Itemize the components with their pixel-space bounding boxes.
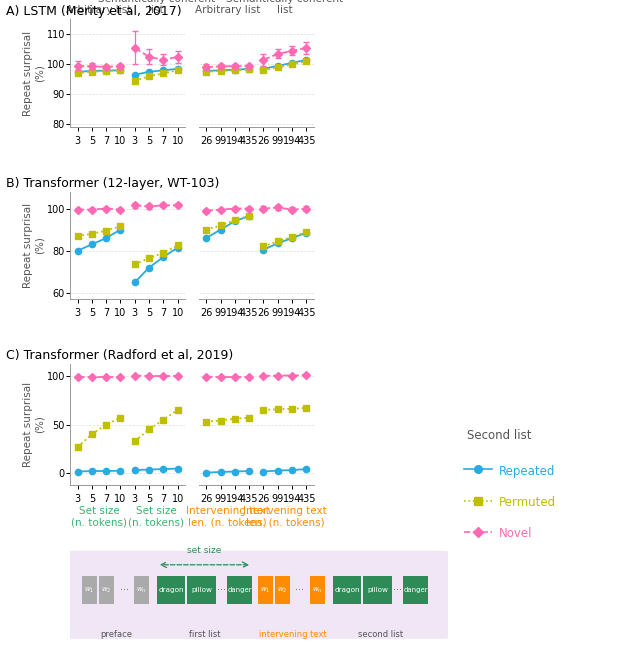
Text: $w_2$: $w_2$ (102, 586, 112, 595)
Text: Novel: Novel (499, 527, 532, 540)
Text: $w_n$: $w_n$ (312, 586, 323, 595)
FancyBboxPatch shape (63, 551, 452, 639)
FancyBboxPatch shape (258, 576, 273, 604)
Text: first list: first list (189, 630, 220, 640)
Text: dragon: dragon (334, 587, 360, 593)
Title: Arbitrary list: Arbitrary list (67, 5, 132, 16)
FancyBboxPatch shape (403, 576, 428, 604)
X-axis label: Intervening text
len. (n. tokens): Intervening text len. (n. tokens) (186, 506, 269, 527)
Text: ···: ··· (120, 585, 129, 595)
Text: Permuted: Permuted (499, 496, 556, 509)
Y-axis label: Repeat surprisal
(%): Repeat surprisal (%) (24, 382, 45, 467)
Text: set size: set size (188, 547, 221, 555)
Text: ···: ··· (296, 585, 305, 595)
FancyBboxPatch shape (333, 576, 361, 604)
FancyBboxPatch shape (227, 576, 252, 604)
Title: Semantically coherent
list: Semantically coherent list (98, 0, 215, 16)
Y-axis label: Repeat surprisal
(%): Repeat surprisal (%) (24, 203, 45, 288)
X-axis label: Set size
(n. tokens): Set size (n. tokens) (128, 506, 184, 527)
Text: intervening text: intervening text (259, 630, 326, 640)
Text: preface: preface (100, 630, 132, 640)
Text: $w_1$: $w_1$ (84, 586, 95, 595)
Text: B) Transformer (12-layer, WT-103): B) Transformer (12-layer, WT-103) (6, 177, 220, 190)
Text: $w_1$: $w_1$ (260, 586, 271, 595)
Text: C) Transformer (Radford et al, 2019): C) Transformer (Radford et al, 2019) (6, 350, 234, 363)
Text: $w_n$: $w_n$ (136, 586, 147, 595)
FancyBboxPatch shape (364, 576, 392, 604)
FancyBboxPatch shape (82, 576, 97, 604)
Text: Repeated: Repeated (499, 465, 556, 478)
FancyBboxPatch shape (310, 576, 325, 604)
Text: ···: ··· (218, 585, 227, 595)
Title: Semantically coherent
list: Semantically coherent list (227, 0, 344, 16)
Text: ···: ··· (393, 585, 403, 595)
X-axis label: Intervening text
len. (n. tokens): Intervening text len. (n. tokens) (243, 506, 327, 527)
FancyBboxPatch shape (157, 576, 185, 604)
FancyBboxPatch shape (99, 576, 114, 604)
Text: pillow: pillow (367, 587, 388, 593)
FancyBboxPatch shape (134, 576, 149, 604)
Y-axis label: Repeat surprisal
(%): Repeat surprisal (%) (24, 31, 45, 116)
Text: Second list: Second list (467, 429, 532, 442)
Text: danger: danger (403, 587, 428, 593)
FancyBboxPatch shape (275, 576, 290, 604)
X-axis label: Set size
(n. tokens): Set size (n. tokens) (71, 506, 127, 527)
Text: danger: danger (227, 587, 252, 593)
Title: Arbitrary list: Arbitrary list (195, 5, 260, 16)
Text: pillow: pillow (191, 587, 212, 593)
Text: A) LSTM (Merity et al, 2017): A) LSTM (Merity et al, 2017) (6, 5, 182, 18)
Text: $w_2$: $w_2$ (277, 586, 288, 595)
FancyBboxPatch shape (188, 576, 216, 604)
Text: dragon: dragon (158, 587, 184, 593)
Text: second list: second list (358, 630, 403, 640)
